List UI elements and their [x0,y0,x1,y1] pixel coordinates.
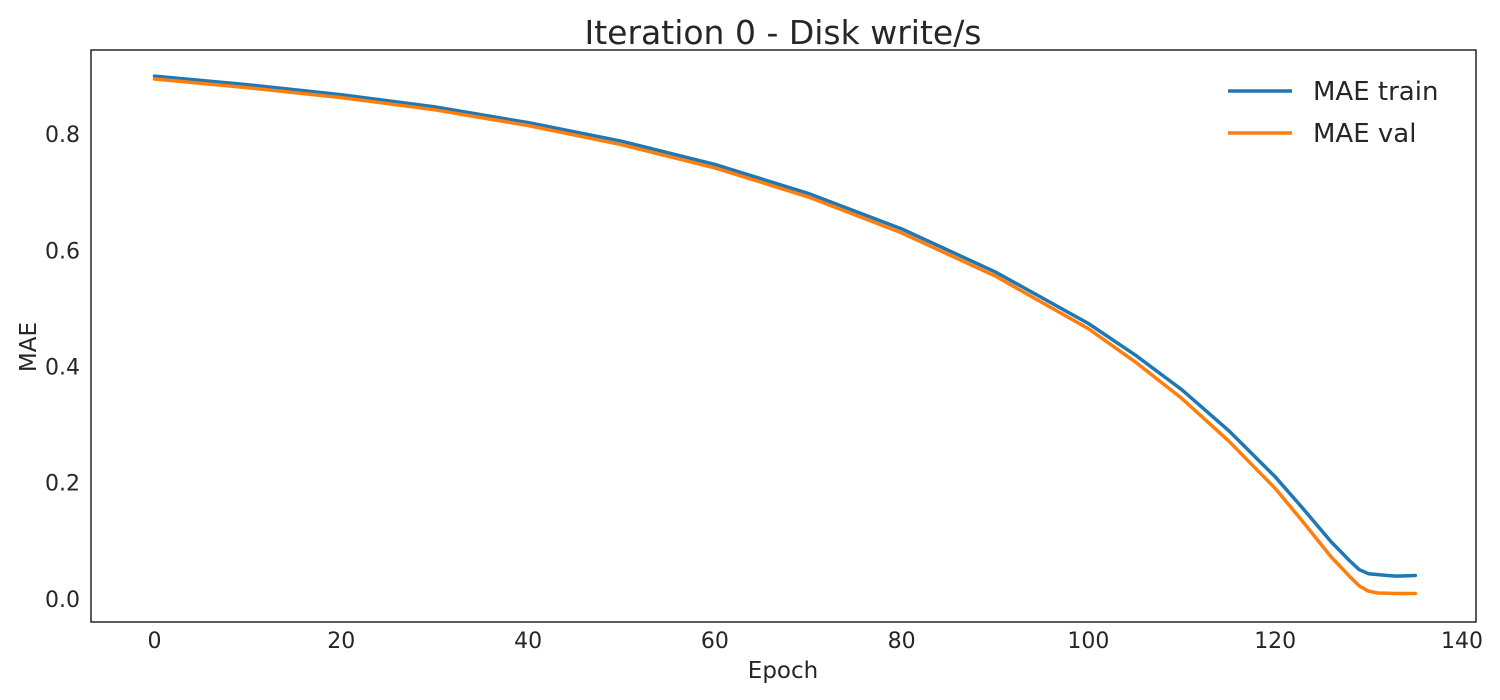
y-tick-label: 0.0 [45,588,80,613]
series-layer [152,74,1418,596]
legend-label-0: MAE train [1313,77,1438,107]
x-tick-label: 20 [327,629,355,654]
ticks-layer: 0 20 40 60 80 100 120 140 0.0 0.2 0.4 0.6 0.8 [45,123,1483,654]
x-tick-label: 140 [1441,629,1483,654]
plot-frame [90,49,1477,623]
x-tick-label: 100 [1067,629,1109,654]
x-tick-label: 120 [1254,629,1296,654]
y-tick-label: 0.2 [45,472,80,497]
x-axis-label: Epoch [748,658,818,684]
x-tick-label: 40 [514,629,542,654]
legend-label-1: MAE val [1313,119,1416,149]
y-tick-label: 0.6 [45,239,80,264]
y-tick-label: 0.4 [45,356,80,381]
x-tick-label: 0 [148,629,162,654]
series-line-0 [152,74,1418,578]
series-line-1 [152,77,1418,596]
x-tick-label: 80 [888,629,916,654]
y-axis-label: MAE [16,322,42,372]
legend: MAE train MAE val [1228,77,1438,149]
x-tick-label: 60 [701,629,729,654]
chart-title: Iteration 0 - Disk write/s [585,13,982,52]
y-tick-label: 0.8 [45,123,80,148]
